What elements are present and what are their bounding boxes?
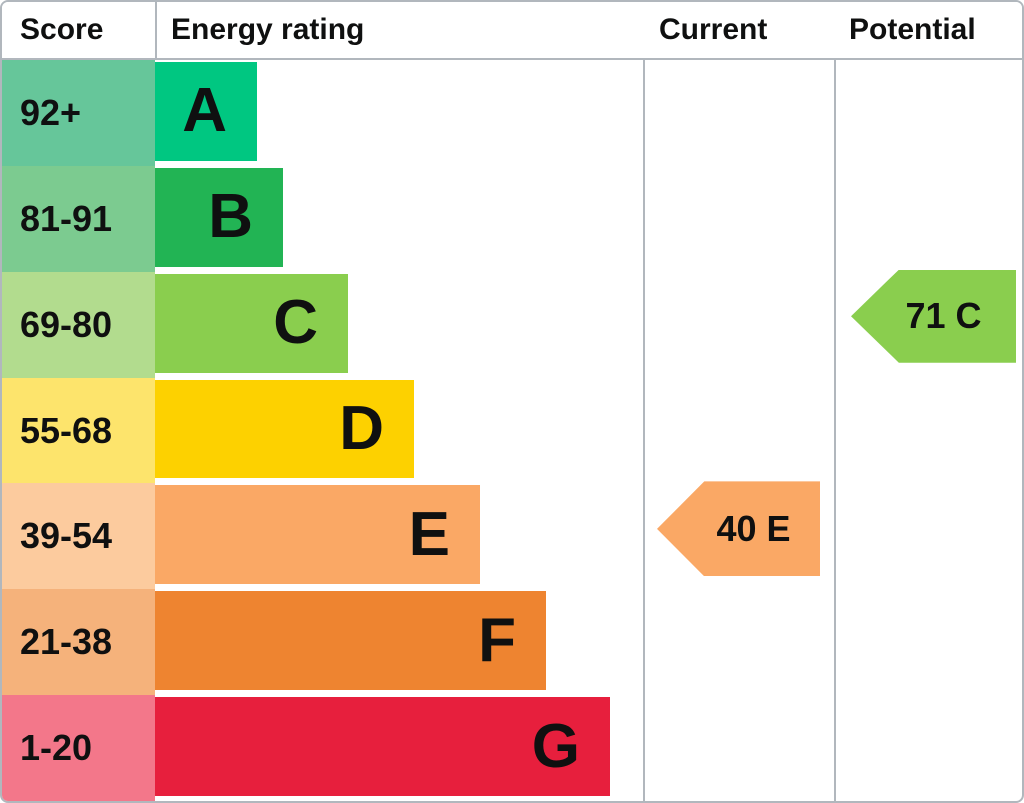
score-cell: 1-20: [2, 695, 155, 801]
header-row: Score Energy rating Current Potential: [2, 2, 1022, 58]
bar-track: F: [155, 589, 1022, 695]
bar-track: G: [155, 695, 1022, 801]
band-row: 92+ A: [2, 60, 1022, 166]
band-row: 39-54 E: [2, 483, 1022, 590]
potential-rating-label: 71 C: [905, 295, 982, 337]
score-cell: 39-54: [2, 483, 155, 590]
header-potential: Potential: [849, 13, 976, 46]
score-cell: 81-91: [2, 165, 155, 272]
bar-track: C: [155, 272, 1022, 378]
score-cell: 55-68: [2, 377, 155, 484]
band-row: 21-38 F: [2, 589, 1022, 696]
bar-track: D: [155, 378, 1022, 484]
rating-bar: G: [155, 697, 610, 797]
rating-bar: B: [155, 167, 283, 267]
bar-track: A: [155, 60, 1022, 166]
band-row: 81-91 B: [2, 165, 1022, 272]
rating-bar: A: [155, 62, 257, 161]
band-rows: 92+ A 81-91 B 69-80 C 55-68 D 39-54: [2, 60, 1022, 801]
rating-bar: D: [155, 379, 414, 479]
header-bottom-rule: [2, 58, 1022, 60]
band-row: 55-68 D: [2, 377, 1022, 484]
score-cell: 69-80: [2, 271, 155, 378]
potential-column-divider: [834, 2, 836, 801]
header-current: Current: [659, 13, 768, 46]
header-score-divider: [155, 2, 157, 58]
current-column-divider: [643, 2, 645, 801]
rating-bar: E: [155, 485, 480, 585]
header-score: Score: [20, 13, 104, 46]
rating-bar: F: [155, 591, 546, 691]
band-row: 1-20 G: [2, 695, 1022, 801]
score-cell: 92+: [2, 60, 155, 166]
rating-bar: C: [155, 273, 348, 373]
header-energy-rating: Energy rating: [171, 13, 365, 46]
bar-track: B: [155, 166, 1022, 272]
bar-track: E: [155, 483, 1022, 589]
score-cell: 21-38: [2, 589, 155, 696]
band-row: 69-80 C: [2, 271, 1022, 378]
current-rating-label: 40 E: [716, 507, 791, 549]
